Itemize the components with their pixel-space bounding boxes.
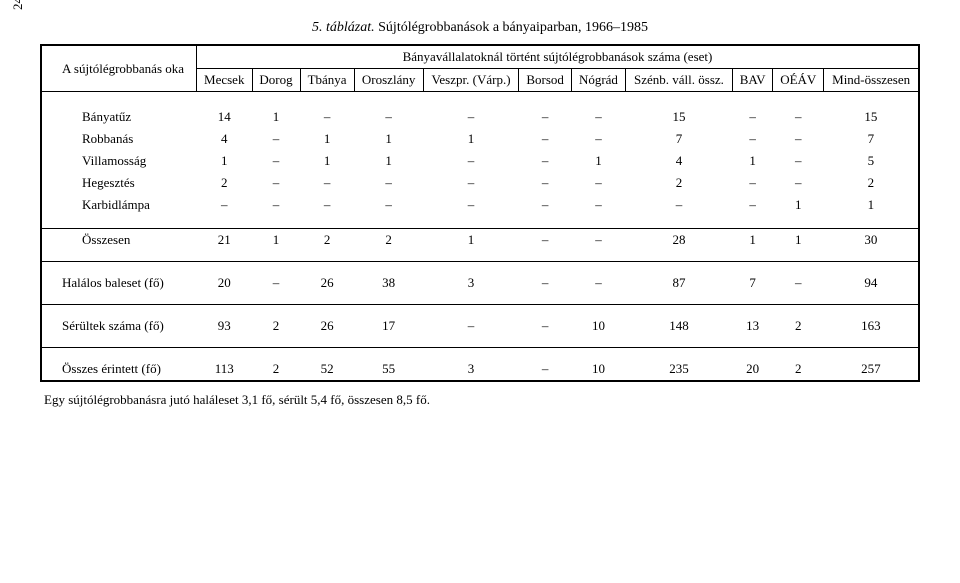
table-row-injured: Sérültek száma (fő) 9322617––10148132163	[41, 315, 919, 337]
col-borsod: Borsod	[519, 69, 572, 92]
table-row: Villamosság 1–11––141–5	[41, 150, 919, 172]
cause-label: Bányatűz	[41, 106, 196, 128]
col-oroszlany: Oroszlány	[354, 69, 423, 92]
table-row: Karbidlámpa –––––––––11	[41, 194, 919, 216]
page-number: 244	[10, 0, 26, 10]
table-caption: 5. táblázat. Sújtólégrobbanások a bányai…	[40, 20, 920, 36]
col-total: Mind-összesen	[824, 69, 919, 92]
col-oeav: OÉÁV	[773, 69, 824, 92]
spacer	[41, 92, 196, 107]
table-row-total: Összesen 211221––281130	[41, 229, 919, 252]
col-veszpr: Veszpr. (Várp.)	[423, 69, 519, 92]
col-mecsek: Mecsek	[196, 69, 252, 92]
col-tbanya: Tbánya	[300, 69, 354, 92]
col-bav: BAV	[732, 69, 772, 92]
caption-tab: 5. táblázat.	[312, 20, 375, 35]
data-table: A sújtólégrobbanás oka Bányavállalatokná…	[40, 44, 920, 382]
header-rowlabel: A sújtólégrobbanás oka	[41, 45, 196, 92]
col-nograd: Nógrád	[571, 69, 625, 92]
table-row: Hegesztés 2––––––2––2	[41, 172, 919, 194]
footnote: Egy sújtólégrobbanásra jutó haláleset 3,…	[40, 392, 920, 408]
header-span: Bányavállalatoknál történt sújtólégrobba…	[196, 45, 919, 69]
table-row-all: Összes érintett (fő) 113252553–102352022…	[41, 358, 919, 381]
table-row: Bányatűz 141–––––15––15	[41, 106, 919, 128]
caption-title: Sújtólégrobbanások a bányaiparban, 1966–…	[378, 20, 648, 35]
table-row-fatal: Halálos baleset (fő) 20–26383––877–94	[41, 272, 919, 294]
table-row: Robbanás 4–111––7––7	[41, 128, 919, 150]
col-szenb: Szénb. váll. össz.	[625, 69, 732, 92]
col-dorog: Dorog	[252, 69, 300, 92]
